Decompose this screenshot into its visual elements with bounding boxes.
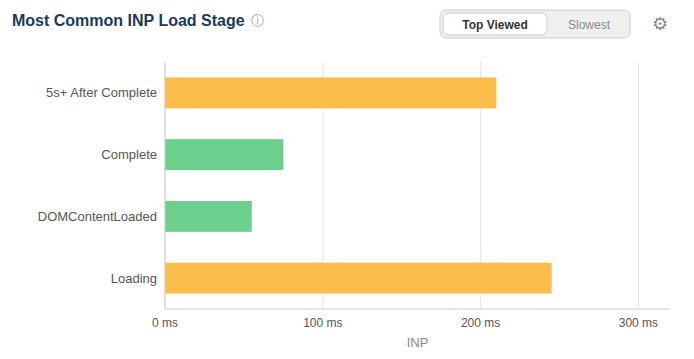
settings-icon[interactable]: ⚙ (652, 14, 668, 34)
category-label: DOMContentLoaded (38, 209, 157, 224)
category-axis-line (165, 62, 166, 309)
bar (165, 77, 496, 108)
button-group (440, 10, 630, 38)
button-label[interactable]: Slowest (568, 18, 611, 32)
category-label: Loading (111, 271, 157, 286)
bars (165, 77, 552, 293)
tick-label: 0 ms (152, 316, 178, 330)
category-label: Complete (101, 147, 157, 162)
category-label: 5s+ After Complete (46, 85, 157, 100)
info-icon: ⓘ (251, 13, 264, 28)
chart: Most Common INP Load Stage ⓘ Top Viewed Slo… (0, 0, 694, 359)
button-label[interactable]: Top Viewed (462, 18, 528, 32)
bar (165, 139, 283, 170)
grid (165, 62, 638, 309)
value-axis-line (165, 309, 670, 310)
axis-label: INP (407, 335, 429, 350)
tick-label: 300 ms (619, 316, 658, 330)
button-active[interactable] (443, 13, 547, 35)
grid-line (165, 62, 166, 309)
tick-label: 100 ms (303, 316, 342, 330)
grid-line (638, 62, 639, 309)
bar (165, 201, 252, 232)
tick-label: 200 ms (461, 316, 500, 330)
bar (165, 263, 552, 294)
title: Most Common INP Load Stage (12, 12, 245, 29)
